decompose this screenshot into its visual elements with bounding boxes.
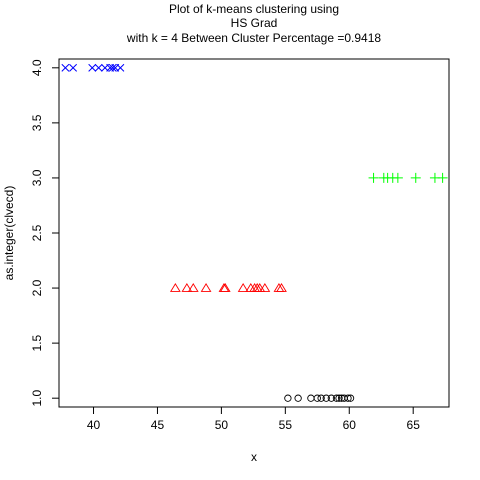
x-tick-label: 50 [215, 418, 229, 432]
cluster-2-point [276, 282, 287, 292]
cluster-3-point [368, 172, 379, 183]
y-axis-label: as.integer(clvecd) [2, 186, 16, 281]
y-axis: 1.0 1.5 2.0 2.5 3.0 3.5 4.0 [30, 59, 60, 407]
cluster-1-point [344, 394, 352, 402]
y-tick-label: 1.5 [30, 334, 44, 351]
cluster-3-points [368, 172, 448, 183]
chart-title: Plot of k-means clustering using HS Grad… [126, 2, 381, 45]
data-points [61, 63, 448, 402]
x-tick-label: 40 [87, 418, 101, 432]
plot-area-frame [58, 58, 450, 408]
chart-title-line-1: Plot of k-means clustering using [169, 2, 339, 16]
cluster-2-point [181, 282, 193, 292]
cluster-1-point [322, 394, 330, 402]
cluster-1-point [335, 394, 343, 402]
cluster-1-point [284, 394, 292, 402]
x-tick-label: 65 [407, 418, 421, 432]
cluster-4-point [88, 63, 97, 72]
cluster-1-point [313, 394, 321, 402]
cluster-2-point [187, 282, 199, 292]
y-tick-label: 4.0 [30, 59, 44, 76]
cluster-4-point [116, 63, 125, 72]
cluster-2-point [169, 282, 181, 292]
cluster-3-point [437, 172, 448, 183]
x-tick-label: 45 [151, 418, 165, 432]
x-axis: 40 45 50 55 60 65 [87, 406, 421, 432]
y-tick-label: 2.0 [30, 279, 44, 296]
cluster-1-point [317, 394, 325, 402]
y-tick-label: 2.5 [30, 224, 44, 241]
y-tick-label: 3.0 [30, 169, 44, 186]
cluster-3-point [410, 172, 421, 183]
cluster-4-point [108, 63, 117, 72]
cluster-1-point [294, 394, 302, 402]
cluster-4-points [61, 63, 125, 72]
cluster-4-point [61, 63, 70, 72]
cluster-2-points [169, 282, 287, 292]
cluster-4-point [69, 63, 78, 72]
cluster-2-point [200, 282, 212, 292]
cluster-1-point [307, 394, 315, 402]
cluster-4-point [94, 63, 103, 72]
cluster-1-point [346, 394, 355, 402]
cluster-2-point [237, 282, 249, 292]
x-axis-label: x [251, 450, 257, 464]
chart-title-line-3: with k = 4 Between Cluster Percentage =0… [126, 31, 381, 45]
cluster-1-point [327, 394, 336, 402]
x-tick-label: 55 [279, 418, 293, 432]
cluster-2-point [259, 282, 271, 292]
x-tick-label: 60 [343, 418, 357, 432]
y-tick-label: 3.5 [30, 114, 44, 131]
chart-title-line-2: HS Grad [231, 16, 278, 30]
cluster-1-points [284, 394, 355, 402]
cluster-1-point [332, 394, 341, 402]
cluster-3-point [392, 172, 403, 183]
cluster-2-point [219, 282, 231, 292]
y-tick-label: 1.0 [30, 390, 44, 407]
